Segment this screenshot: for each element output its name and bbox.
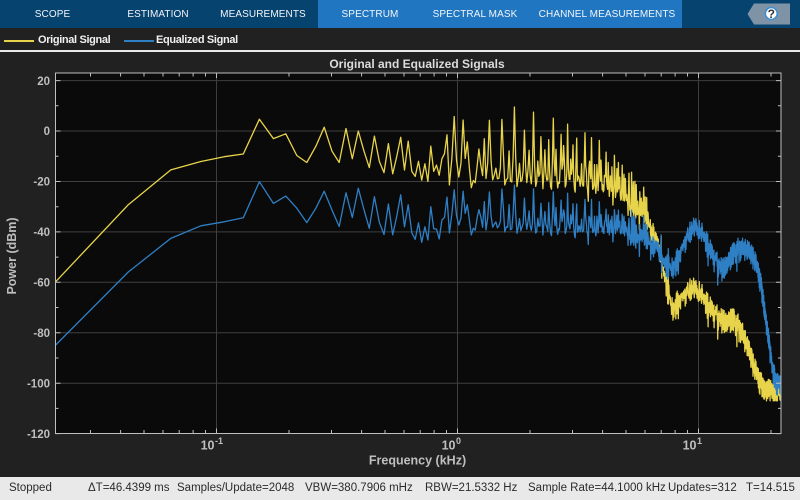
svg-text:Power (dBm): Power (dBm) [5, 217, 19, 294]
svg-text:0: 0 [456, 436, 461, 446]
svg-text:-120: -120 [27, 429, 50, 441]
svg-text:10: 10 [683, 438, 697, 452]
svg-text:-60: -60 [33, 278, 50, 290]
svg-text:Frequency (kHz): Frequency (kHz) [369, 454, 466, 468]
svg-text:0: 0 [44, 126, 50, 138]
svg-text:10: 10 [201, 438, 215, 452]
svg-text:-100: -100 [27, 378, 50, 390]
svg-text:-1: -1 [215, 436, 223, 446]
svg-text:20: 20 [37, 76, 50, 88]
svg-text:-40: -40 [33, 227, 50, 239]
svg-text:10: 10 [442, 438, 456, 452]
svg-text:-20: -20 [33, 177, 50, 189]
svg-text:Original and Equalized Signals: Original and Equalized Signals [329, 57, 505, 71]
svg-text:1: 1 [697, 436, 702, 446]
svg-text:?: ? [768, 7, 775, 21]
svg-text:-80: -80 [33, 328, 50, 340]
